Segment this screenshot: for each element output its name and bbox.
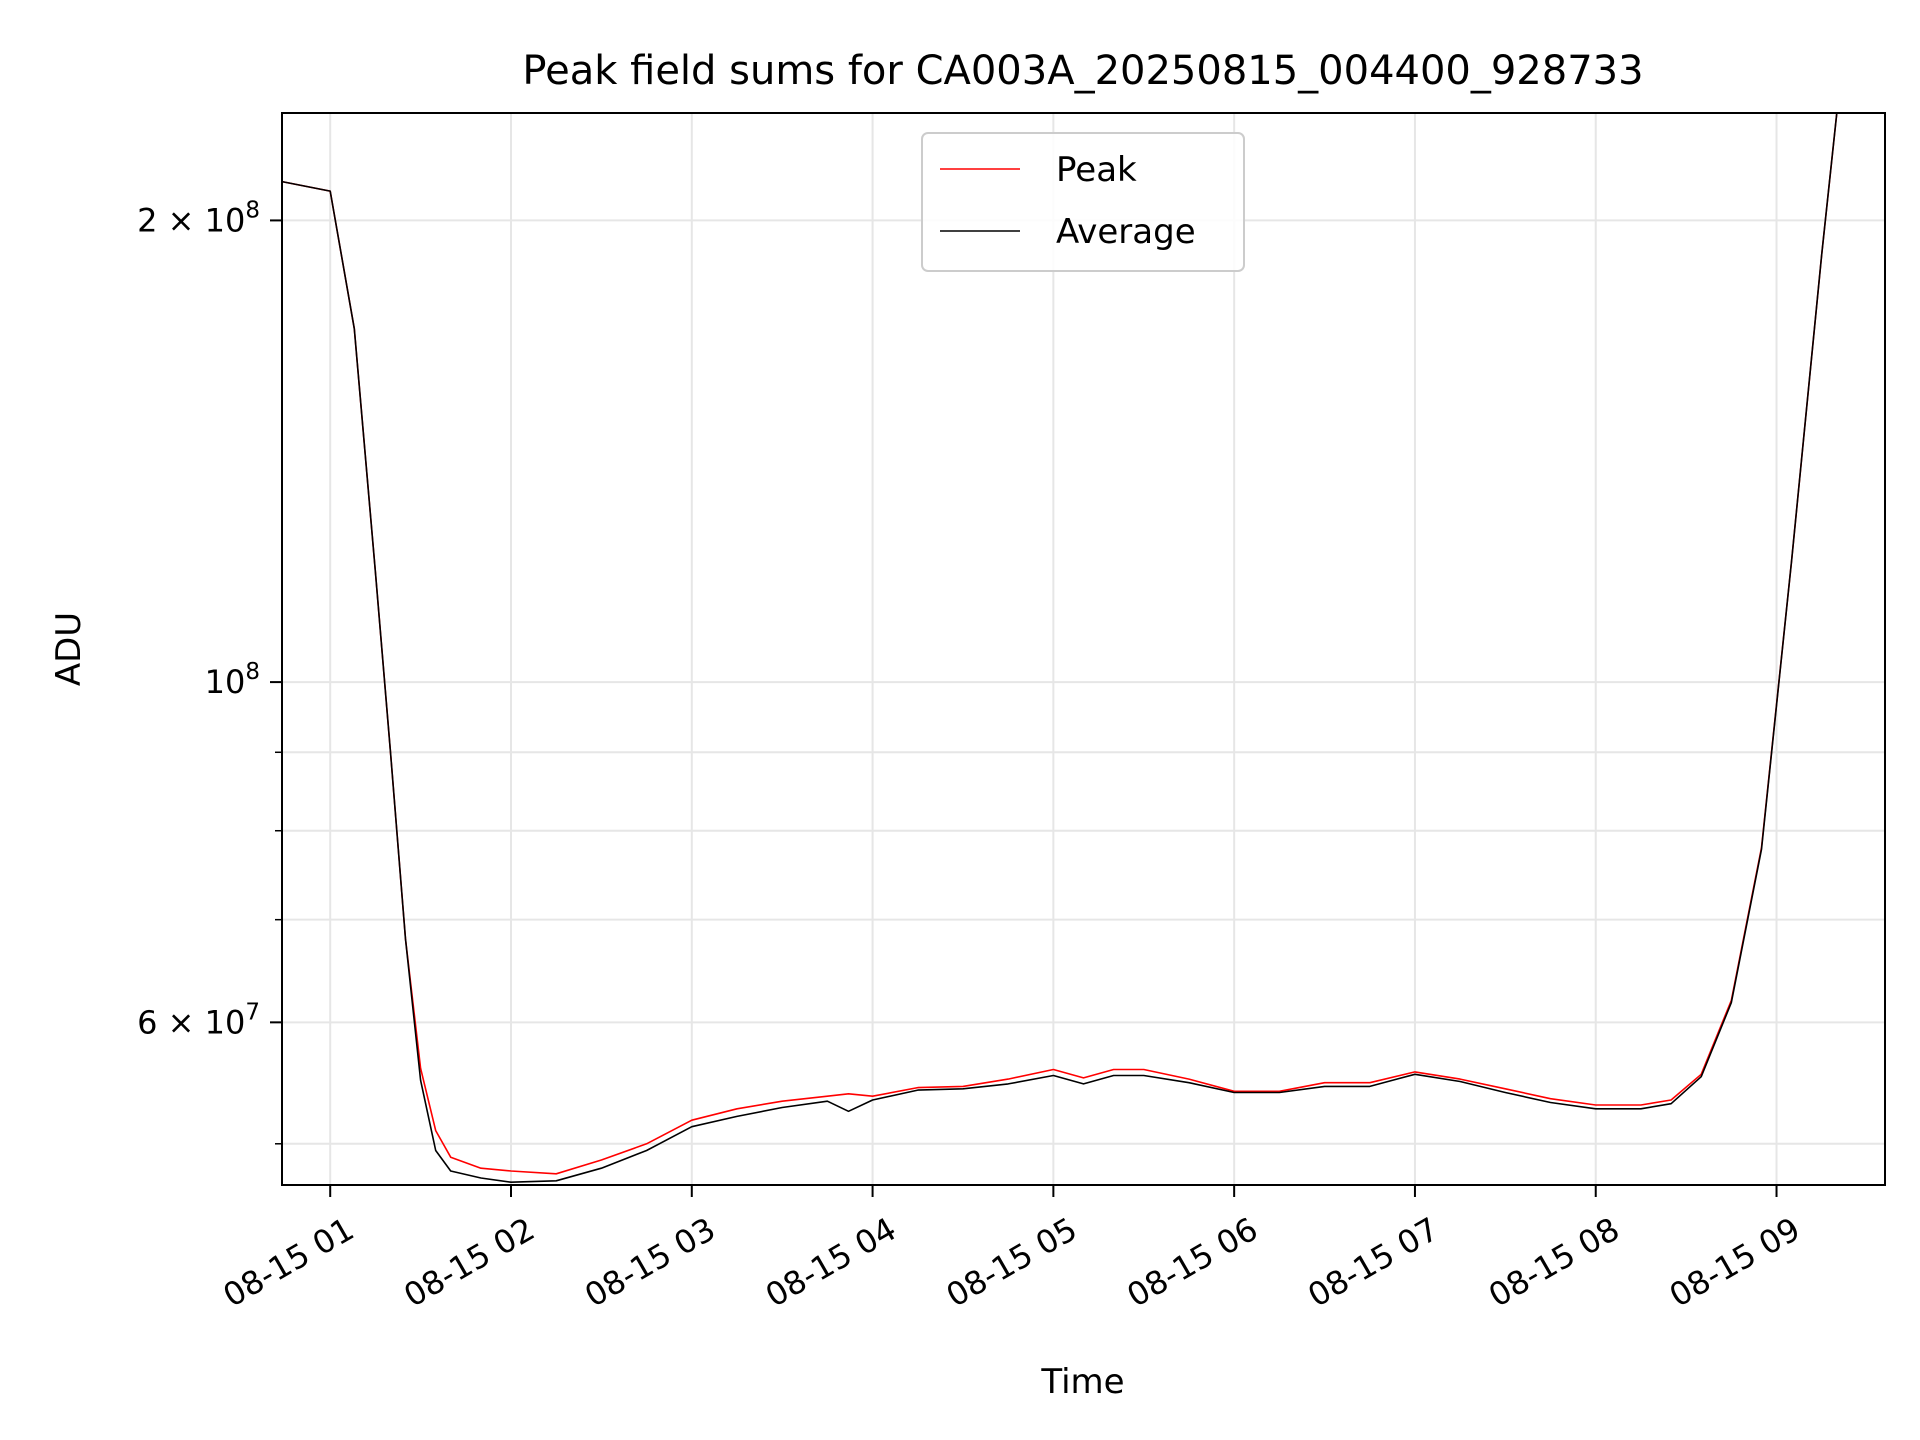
y-tick-label: 2 × 108 [137,197,260,239]
series-average-line [281,112,1838,1183]
legend-average-label: Average [1056,212,1196,252]
plot-frame [281,112,1886,1186]
y-axis: 2 × 108 108 6 × 107 [137,197,282,1145]
legend: Peak Average [921,132,1245,272]
y-tick-label: 6 × 107 [137,999,260,1041]
legend-box [921,132,1245,272]
series-peak-line [281,112,1838,1175]
legend-peak-label: Peak [1056,150,1137,190]
y-axis-label: ADU [49,612,89,686]
x-axis-label: Time [1040,1362,1124,1402]
y-tick-label: 108 [205,659,260,701]
plot-lines [281,112,1838,1183]
chart-title: Peak field sums for CA003A_20250815_0044… [522,48,1643,94]
